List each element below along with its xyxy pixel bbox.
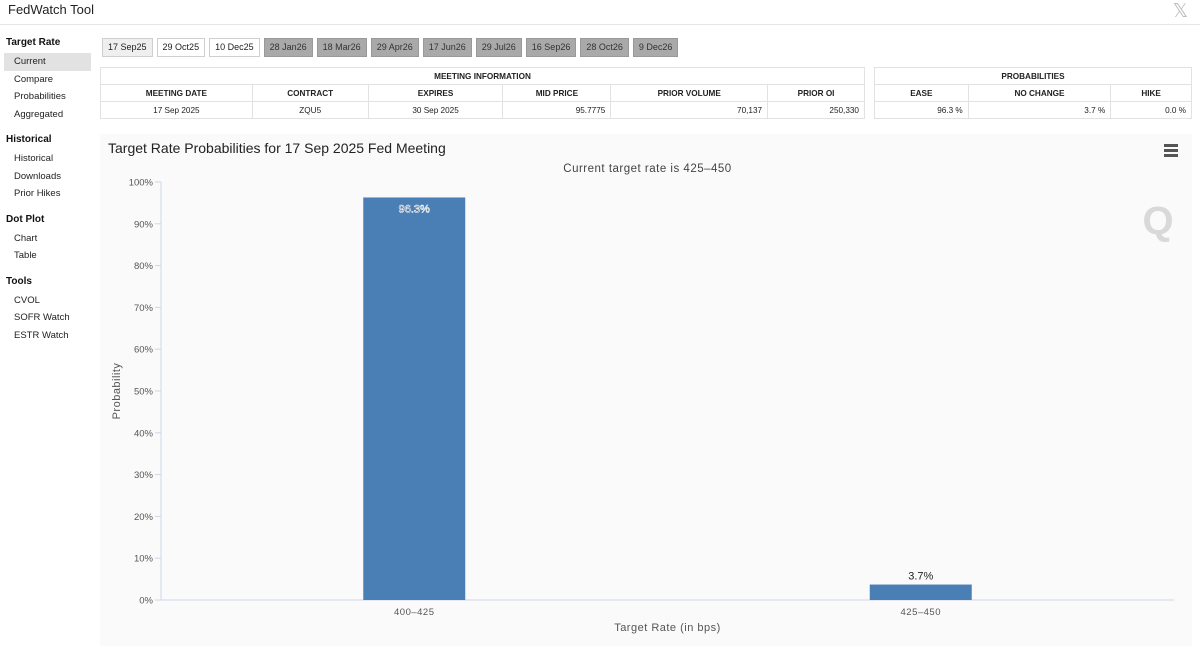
data-label: 96.3% (399, 203, 430, 215)
sidebar: Target Rate Current Compare Probabilities Ag… (0, 36, 96, 344)
meeting-information-title: MEETING INFORMATION (100, 67, 865, 85)
column-header: PRIOR VOLUME (610, 84, 769, 102)
sidebar-item-current[interactable]: Current (4, 53, 91, 71)
sidebar-group-title: Tools (6, 275, 32, 287)
probabilities-title: PROBABILITIES (874, 67, 1192, 85)
column-header: NO CHANGE (967, 84, 1112, 102)
hamburger-menu-icon[interactable] (1164, 144, 1178, 159)
sidebar-item-aggregated[interactable]: Aggregated (14, 108, 64, 120)
y-tick-label: 20% (134, 512, 154, 523)
x-axis-title: Target Rate (in bps) (614, 622, 721, 634)
column-header: HIKE (1110, 84, 1192, 102)
ease-probability-cell: 96.3 % (874, 101, 969, 119)
data-label: 3.7% (908, 571, 933, 583)
sidebar-item-prior-hikes[interactable]: Prior Hikes (14, 188, 61, 199)
sidebar-item-estr-watch[interactable]: ESTR Watch (14, 329, 69, 341)
sidebar-item-cvol[interactable]: CVOL (14, 294, 40, 306)
contract-cell: ZQU5 (251, 101, 369, 119)
y-tick-label: 70% (134, 303, 154, 314)
prior-volume-cell: 70,137 (610, 101, 769, 119)
y-tick-label: 0% (139, 596, 153, 607)
chart-panel: Target Rate Probabilities for 17 Sep 202… (100, 134, 1192, 646)
meeting-date-cell: 17 Sep 2025 (100, 101, 253, 119)
sidebar-item-probabilities[interactable]: Probabilities (14, 91, 66, 102)
prior-oi-cell: 250,330 (767, 101, 865, 119)
column-header: EASE (874, 84, 969, 102)
sidebar-item-historical[interactable]: Historical (14, 153, 54, 164)
sidebar-group-title: Target Rate (6, 37, 61, 48)
meeting-date-tab[interactable]: 29 Jul26 (475, 38, 522, 57)
meeting-information-table: MEETING INFORMATION MEETING DATE CONTRAC… (100, 67, 865, 119)
sidebar-item-sofr-watch[interactable]: SOFR Watch (14, 312, 70, 323)
sidebar-item-chart[interactable]: Chart (14, 232, 38, 244)
column-header: EXPIRES (367, 84, 504, 102)
meeting-date-tab[interactable]: 28 Oct26 (580, 38, 629, 57)
top-bar: FedWatch Tool 𝕏 (0, 0, 1200, 25)
y-tick-label: 100% (129, 178, 154, 189)
close-icon[interactable]: 𝕏 (1172, 1, 1188, 22)
bar (363, 197, 466, 600)
expires-cell: 30 Sep 2025 (367, 101, 504, 119)
meeting-date-tab[interactable]: 10 Dec25 (209, 38, 260, 57)
y-tick-label: 10% (134, 554, 154, 565)
y-tick-label: 90% (134, 219, 154, 230)
watermark-q-logo: Q (1142, 199, 1173, 243)
y-axis-title: Probability (111, 363, 123, 420)
meeting-date-tab[interactable]: 29 Oct25 (156, 38, 206, 57)
hike-probability-cell: 0.0 % (1110, 101, 1192, 119)
chart-title: Target Rate Probabilities for 17 Sep 202… (108, 140, 446, 156)
probabilities-table: PROBABILITIES EASE NO CHANGE HIKE 96.3 %… (874, 67, 1192, 119)
y-tick-label: 40% (134, 428, 154, 439)
no-change-probability-cell: 3.7 % (967, 101, 1112, 119)
column-header: MID PRICE (502, 84, 612, 102)
meeting-date-tab[interactable]: 17 Jun26 (422, 38, 472, 57)
meeting-date-tab[interactable]: 18 Mar26 (316, 38, 367, 57)
meeting-date-tab[interactable]: 28 Jan26 (263, 38, 313, 57)
x-tick-label: 400–425 (394, 607, 434, 618)
y-tick-label: 50% (134, 387, 154, 398)
sidebar-item-downloads[interactable]: Downloads (14, 170, 61, 182)
meeting-date-tab[interactable]: 9 Dec26 (632, 38, 679, 57)
sidebar-group-title: Historical (6, 134, 52, 145)
column-header: MEETING DATE (100, 84, 253, 102)
sidebar-item-compare[interactable]: Compare (14, 73, 54, 85)
y-tick-label: 60% (134, 345, 154, 356)
column-header: PRIOR OI (767, 84, 865, 102)
y-tick-label: 30% (134, 470, 154, 481)
bar (869, 584, 972, 600)
meeting-date-tabs: 17 Sep25 29 Oct25 10 Dec25 28 Jan26 18 Mar26… (102, 38, 679, 57)
chart-subtitle: Current target rate is 425–450 (563, 163, 731, 175)
sidebar-item-table[interactable]: Table (14, 250, 37, 261)
meeting-date-tab[interactable]: 29 Apr26 (370, 38, 419, 57)
sidebar-group-title: Dot Plot (6, 213, 45, 225)
mid-price-cell: 95.7775 (502, 101, 612, 119)
meeting-date-tab[interactable]: 16 Sep26 (525, 38, 577, 57)
meeting-date-tab[interactable]: 17 Sep25 (102, 38, 153, 57)
x-tick-label: 425–450 (901, 607, 941, 618)
bar-chart: Q Current target rate is 425–450 0% 10% 20%… (111, 163, 1174, 634)
y-tick-label: 80% (134, 261, 154, 272)
app-title: FedWatch Tool (8, 2, 94, 17)
column-header: CONTRACT (251, 84, 369, 102)
